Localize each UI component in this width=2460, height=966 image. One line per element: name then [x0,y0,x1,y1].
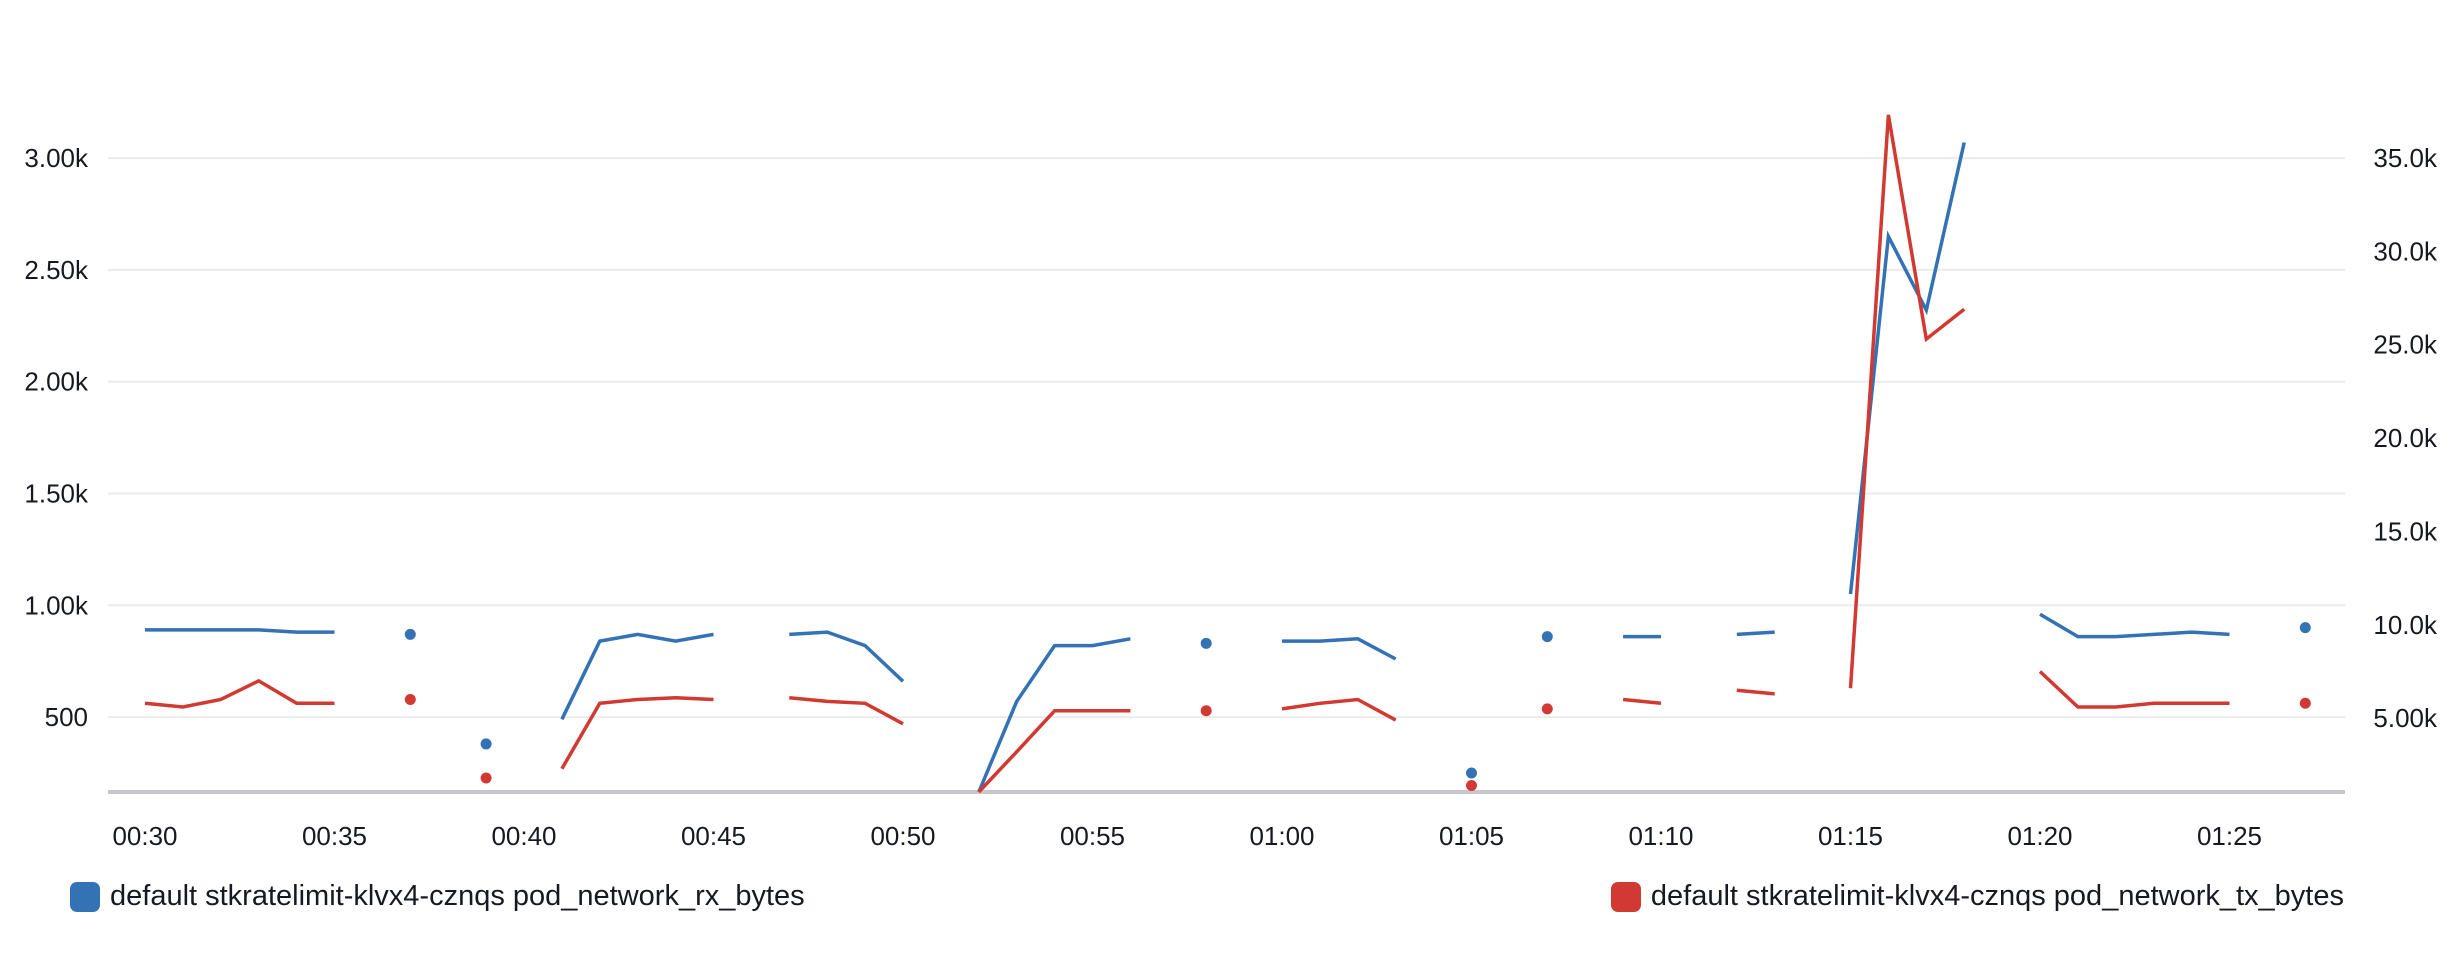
x-axis-ticks: 00:30 00:35 00:40 00:45 00:50 00:55 01:00 01:05… [112,821,2262,851]
series-line-segment [1736,688,1775,696]
y-left-tick-label: 3.00k [24,143,89,173]
x-tick-label: 00:45 [681,821,746,851]
y-right-tick-label: 25.0k [2373,330,2438,360]
series-line-segment [1622,697,1662,706]
legend-item-tx[interactable]: default stkratelimit-klvx4-cznqs pod_net… [1610,880,2344,913]
x-tick-label: 01:25 [2197,821,2262,851]
y-left-tick-label: 2.50k [24,255,89,285]
x-tick-label: 00:55 [1060,821,1125,851]
legend-swatch-tx [1610,881,1641,912]
series-line-segment [1848,142,1966,595]
data-point [2299,622,2311,634]
series-line-segment [560,695,714,770]
legend-swatch-rx [70,881,100,912]
data-point [1466,767,1477,779]
series-line-segment [2039,612,2230,639]
y-left-tick-label: 500 [45,702,88,732]
x-tick-label: 00:35 [302,821,367,851]
y-right-tick-label: 10.0k [2373,610,2438,640]
y-axis-right: 5.00k 10.0k 15.0k 20.0k 25.0k 30.0k 35.0k [2373,143,2438,733]
data-point [2299,697,2311,709]
data-point [404,694,416,706]
data-point [480,738,492,750]
y-right-tick-label: 35.0k [2373,143,2438,173]
x-tick-label: 01:05 [1439,821,1504,851]
series-line-segment [977,709,1131,794]
series-line-segment [560,632,714,721]
series-line-segment [145,628,335,634]
series-rx [145,142,2311,793]
series-line-segment [1282,637,1397,661]
series-line-segment [1736,630,1775,637]
data-point [1200,705,1212,717]
y-right-tick-label: 30.0k [2373,236,2438,266]
series-line-segment [789,630,905,683]
legend-item-rx[interactable]: default stkratelimit-klvx4-cznqs pod_net… [70,880,805,913]
data-point [480,772,492,784]
series-line-segment [977,637,1131,793]
legend-label-tx: default stkratelimit-klvx4-cznqs pod_net… [1650,880,2344,912]
data-point [404,628,416,640]
data-point [1541,703,1553,715]
series-line-segment [1848,114,1966,689]
y-left-tick-label: 1.50k [24,479,89,509]
y-axis-left: 500 1.00k 1.50k 2.00k 2.50k 3.00k [24,143,89,732]
y-right-tick-label: 15.0k [2373,516,2438,546]
x-tick-label: 00:30 [112,821,177,851]
series-line-segment [144,678,335,709]
series-line-segment [789,695,904,726]
x-tick-label: 01:15 [1818,821,1883,851]
legend-label-rx: default stkratelimit-klvx4-cznqs pod_net… [110,880,805,912]
series-line-segment [2038,670,2230,709]
y-left-tick-label: 2.00k [24,367,89,397]
series-layer [144,114,2311,794]
data-point [1200,637,1212,649]
y-left-tick-label: 1.00k [24,590,89,620]
x-tick-label: 01:00 [1249,821,1314,851]
series-line-segment [1281,697,1397,722]
x-tick-label: 00:50 [870,821,935,851]
gridlines [108,157,2345,719]
x-tick-label: 01:10 [1628,821,1693,851]
x-tick-label: 01:20 [2007,821,2072,851]
y-right-tick-label: 20.0k [2373,423,2438,453]
x-tick-label: 00:40 [491,821,556,851]
data-point [1466,779,1477,791]
y-right-tick-label: 5.00k [2373,703,2438,733]
series-tx [144,114,2311,794]
data-point [1541,631,1553,643]
